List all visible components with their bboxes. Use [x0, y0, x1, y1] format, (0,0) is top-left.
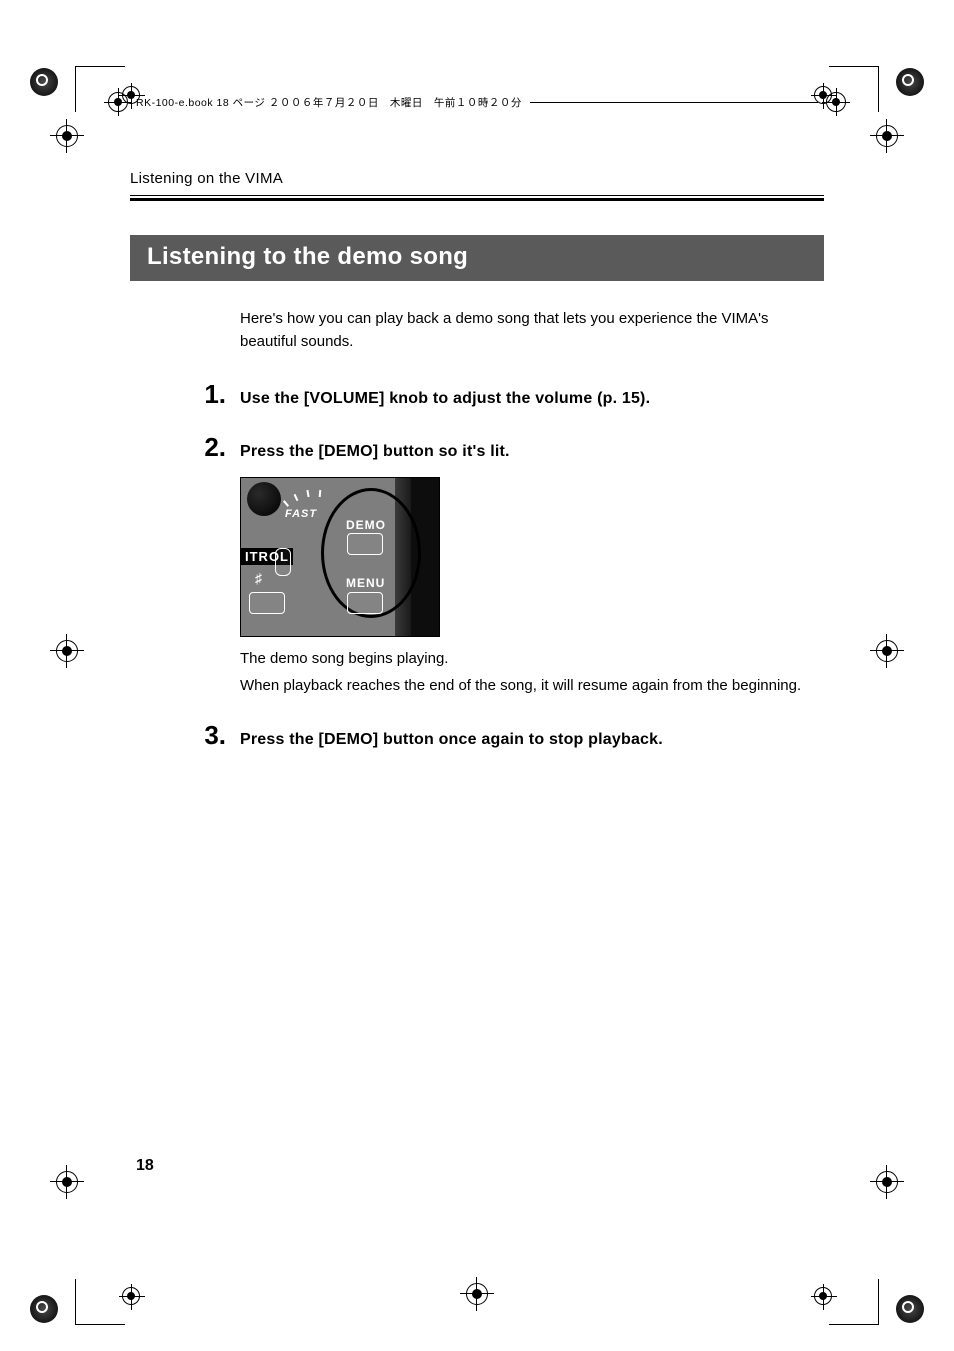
- note-text: When playback reaches the end of the son…: [240, 674, 824, 697]
- crop-corner-bottom-right: [854, 1251, 924, 1321]
- intro-text: Here's how you can play back a demo song…: [240, 307, 824, 354]
- knob-icon: [247, 482, 281, 516]
- button-outline-icon: [249, 592, 285, 614]
- registration-mark-icon: [876, 125, 898, 147]
- button-outline-icon: [347, 533, 383, 555]
- rule-thin: [130, 195, 824, 196]
- step-text: Press the [DEMO] button once again to st…: [240, 731, 824, 749]
- step-text: Press the [DEMO] button so it's lit.: [240, 443, 824, 461]
- demo-button-illustration: FAST DEMO ITROL ♯ MENU: [240, 477, 440, 637]
- registration-mark-icon: [876, 640, 898, 662]
- button-outline-icon: [347, 592, 383, 614]
- registration-mark-icon: [108, 92, 128, 112]
- registration-mark-icon: [466, 1283, 488, 1305]
- menu-label: MENU: [346, 576, 385, 590]
- note-text: The demo song begins playing.: [240, 647, 824, 670]
- demo-label: DEMO: [346, 518, 386, 532]
- crop-meta-line: RK-100-e.book 18 ページ ２００６年７月２０日 木曜日 午前１０…: [108, 92, 846, 112]
- step-2: 2. Press the [DEMO] button so it's lit. …: [130, 432, 824, 698]
- rule-thick: [130, 198, 824, 201]
- step-number: 1.: [130, 379, 226, 410]
- step-number: 3.: [130, 720, 226, 751]
- step-text: Use the [VOLUME] knob to adjust the volu…: [240, 390, 824, 408]
- registration-mark-icon: [826, 92, 846, 112]
- step-1: 1. Use the [VOLUME] knob to adjust the v…: [130, 379, 824, 410]
- registration-mark-icon: [56, 125, 78, 147]
- crop-header-text: RK-100-e.book 18 ページ ２００６年７月２０日 木曜日 午前１０…: [136, 95, 522, 110]
- crop-corner-bottom-left: [30, 1251, 100, 1321]
- sharp-label: ♯: [255, 570, 262, 586]
- registration-mark-icon: [56, 640, 78, 662]
- registration-mark-icon: [876, 1171, 898, 1193]
- fast-label: FAST: [285, 508, 317, 520]
- step-number: 2.: [130, 432, 226, 463]
- page-content: Listening on the VIMA Listening to the d…: [130, 170, 824, 773]
- section-title: Listening to the demo song: [130, 235, 824, 281]
- button-outline-icon: [275, 548, 291, 576]
- page-number: 18: [136, 1157, 154, 1175]
- registration-mark-icon: [56, 1171, 78, 1193]
- running-head: Listening on the VIMA: [130, 170, 824, 187]
- step-3: 3. Press the [DEMO] button once again to…: [130, 720, 824, 751]
